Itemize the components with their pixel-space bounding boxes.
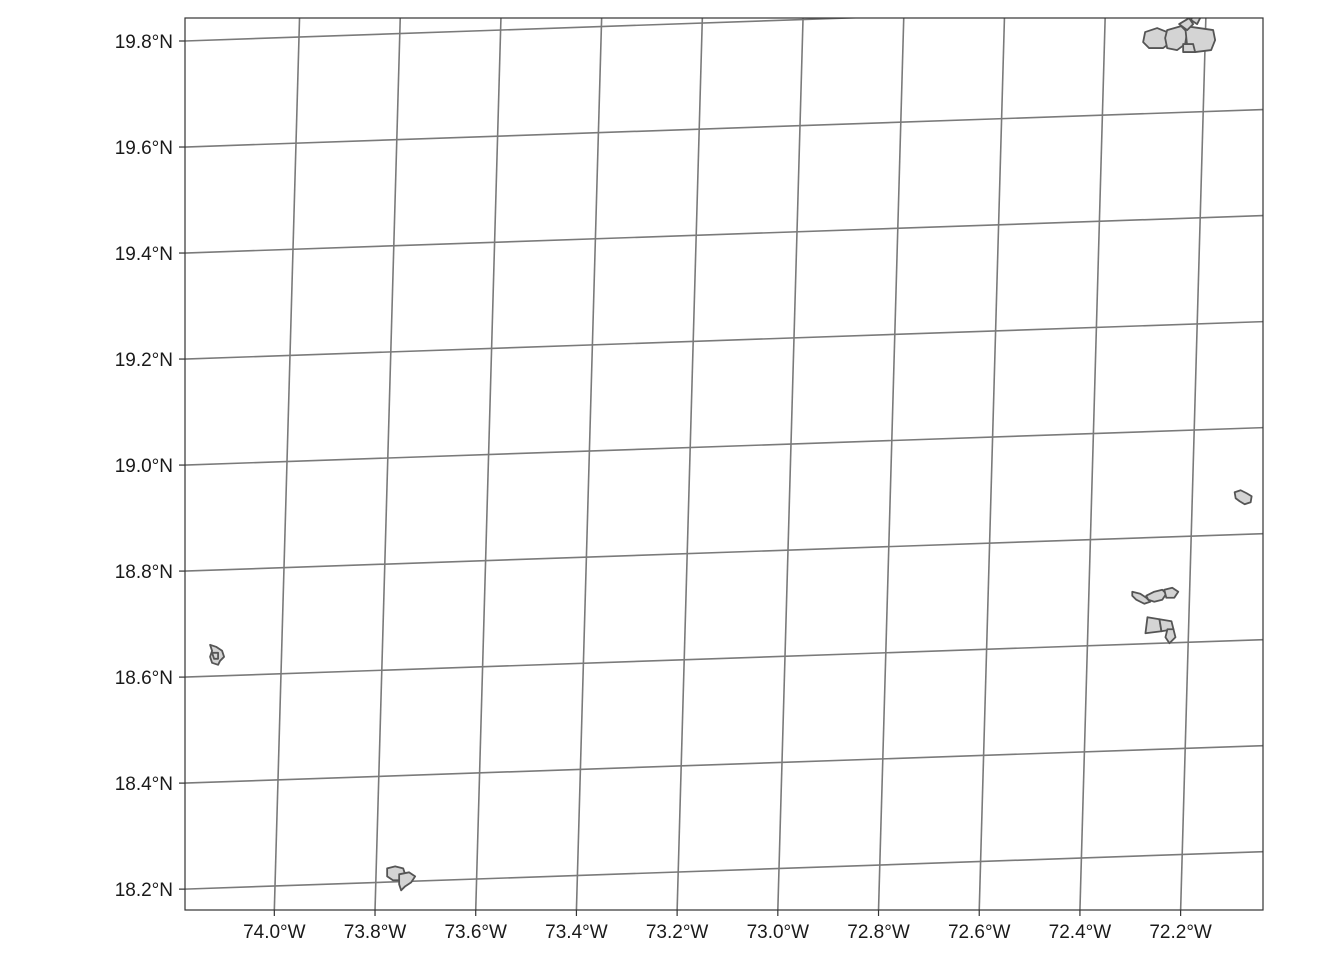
lon-tick-label: 74.0°W (243, 922, 306, 943)
feature-polygon (1233, 489, 1253, 506)
feature-east-cluster-upper (1131, 586, 1180, 605)
feature-polygon (1182, 43, 1197, 53)
lat-tick-label: 18.8°N (115, 562, 173, 583)
latitude-axis: 19.8°N 19.6°N 19.4°N 19.2°N 19.0°N 18.8°N 18.6… (115, 32, 185, 901)
feature-polygon (398, 871, 417, 892)
meridian-5 (777, 18, 804, 910)
feature-polygon (1145, 588, 1168, 603)
lon-tick-label: 73.2°W (646, 922, 709, 943)
meridian-2 (474, 18, 502, 910)
meridian-6 (877, 18, 905, 910)
feature-polygon (1131, 590, 1152, 605)
graticule (185, 18, 1263, 910)
lat-tick-label: 19.6°N (115, 138, 173, 159)
meridian-1 (374, 18, 402, 910)
lon-tick-label: 72.6°W (948, 922, 1011, 943)
feature-west-island (209, 643, 225, 666)
feature-polygon (1190, 18, 1202, 25)
meridian-9 (1179, 18, 1207, 910)
feature-polygon (211, 651, 219, 660)
lon-tick-label: 73.6°W (444, 922, 507, 943)
meridian-7 (978, 18, 1006, 910)
lat-tick-label: 18.6°N (115, 668, 173, 689)
feature-northeast-cluster (1142, 18, 1217, 53)
panel-frame (184, 17, 1264, 911)
feature-east-cluster-lower (1144, 616, 1177, 645)
meridian-0 (273, 18, 301, 910)
meridian-3 (575, 18, 603, 910)
feature-south-island (386, 865, 417, 892)
feature-polygon (1178, 18, 1195, 31)
meridian-8 (1079, 18, 1106, 910)
lat-tick-label: 19.2°N (115, 350, 173, 371)
lat-tick-label: 18.2°N (115, 880, 173, 901)
lon-tick-label: 72.4°W (1049, 922, 1112, 943)
feature-polygon (1164, 628, 1177, 645)
lon-tick-label: 72.8°W (847, 922, 910, 943)
lon-tick-label: 73.8°W (344, 922, 407, 943)
lon-tick-label: 72.2°W (1149, 922, 1212, 943)
lat-tick-label: 18.4°N (115, 774, 173, 795)
lat-tick-label: 19.4°N (115, 244, 173, 265)
feature-east-island (1233, 489, 1253, 506)
lat-tick-label: 19.8°N (115, 32, 173, 53)
lon-tick-label: 73.0°W (747, 922, 810, 943)
meridian-4 (676, 18, 704, 910)
lon-tick-label: 73.4°W (545, 922, 608, 943)
longitude-axis: 74.0°W 73.8°W 73.6°W 73.4°W 73.2°W 73.0°W 72.8… (243, 910, 1212, 943)
map-features (209, 18, 1253, 892)
lat-tick-label: 19.0°N (115, 456, 173, 477)
feature-polygon (1163, 586, 1180, 599)
